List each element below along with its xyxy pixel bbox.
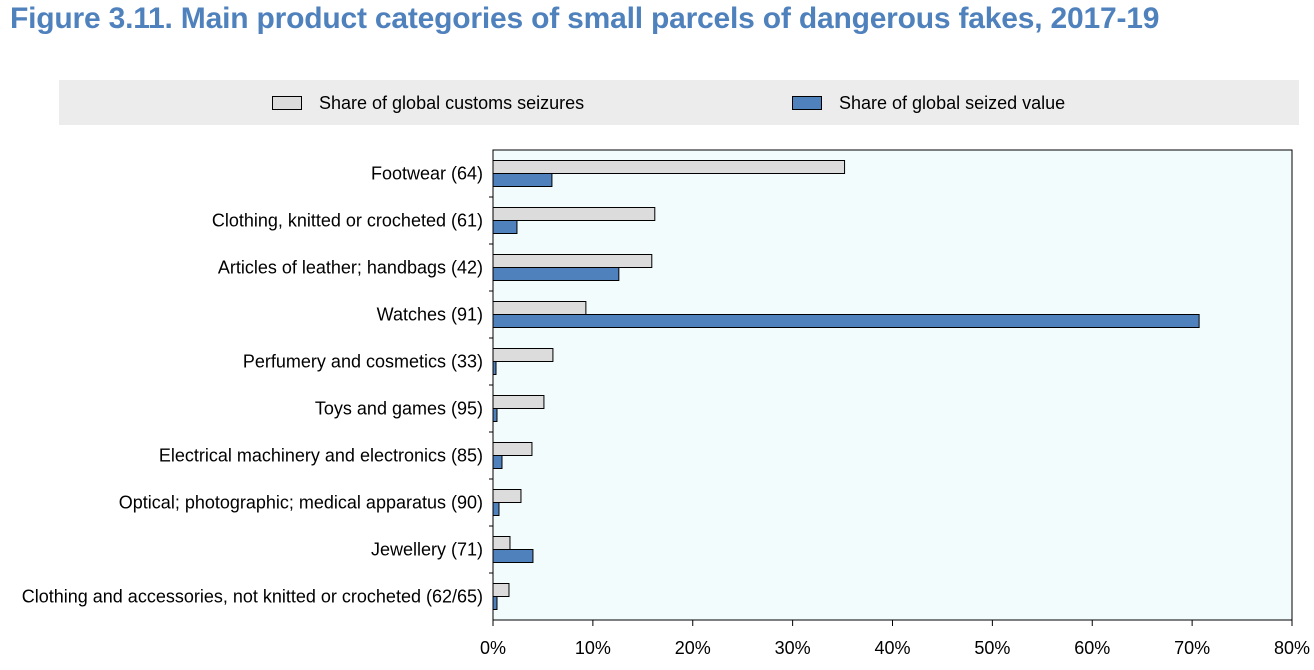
bar-value: [492, 408, 498, 422]
legend-swatch-value: [792, 96, 822, 110]
bar-seizures: [492, 207, 656, 221]
category-label: Perfumery and cosmetics (33): [243, 352, 483, 372]
category-label: Optical; photographic; medical apparatus…: [119, 493, 483, 513]
bar-value: [492, 502, 500, 516]
x-tick-label: 70%: [1174, 638, 1210, 658]
category-label: Toys and games (95): [315, 399, 483, 419]
x-tick-label: 80%: [1274, 638, 1310, 658]
bar-seizures: [492, 489, 522, 503]
category-label: Clothing and accessories, not knitted or…: [22, 587, 483, 607]
bar-value: [492, 596, 498, 610]
category-label: Watches (91): [377, 305, 483, 325]
bar-value: [492, 173, 553, 187]
bar-seizures: [492, 395, 545, 409]
x-tick-label: 10%: [575, 638, 611, 658]
legend: Share of global customs seizures Share o…: [59, 80, 1299, 125]
bar-seizures: [492, 536, 511, 550]
chart-title: Figure 3.11. Main product categories of …: [10, 2, 1160, 35]
bar-seizures: [492, 301, 587, 315]
legend-label-value: Share of global seized value: [839, 93, 1066, 113]
x-tick-label: 0%: [480, 638, 506, 658]
x-tick-label: 60%: [1074, 638, 1110, 658]
x-tick-label: 30%: [775, 638, 811, 658]
category-label: Articles of leather; handbags (42): [218, 258, 483, 278]
bar-value: [492, 361, 497, 375]
category-label: Clothing, knitted or crocheted (61): [212, 211, 483, 231]
bar-seizures: [492, 583, 510, 597]
category-label: Footwear (64): [371, 164, 483, 184]
legend-label-seizures: Share of global customs seizures: [319, 93, 585, 113]
x-tick-label: 40%: [874, 638, 910, 658]
x-tick-label: 50%: [974, 638, 1010, 658]
bar-value: [492, 220, 518, 234]
plot-area: [492, 149, 1293, 621]
bar-value: [492, 455, 503, 469]
x-tick-label: 20%: [675, 638, 711, 658]
bar-value: [492, 314, 1200, 328]
bar-seizures: [492, 442, 533, 456]
legend-swatch-seizures: [272, 96, 302, 110]
bar-seizures: [492, 254, 653, 268]
bar-seizures: [492, 160, 846, 174]
bar-seizures: [492, 348, 554, 362]
bar-value: [492, 267, 620, 281]
category-label: Jewellery (71): [371, 540, 483, 560]
category-label: Electrical machinery and electronics (85…: [159, 446, 483, 466]
bar-value: [492, 549, 534, 563]
